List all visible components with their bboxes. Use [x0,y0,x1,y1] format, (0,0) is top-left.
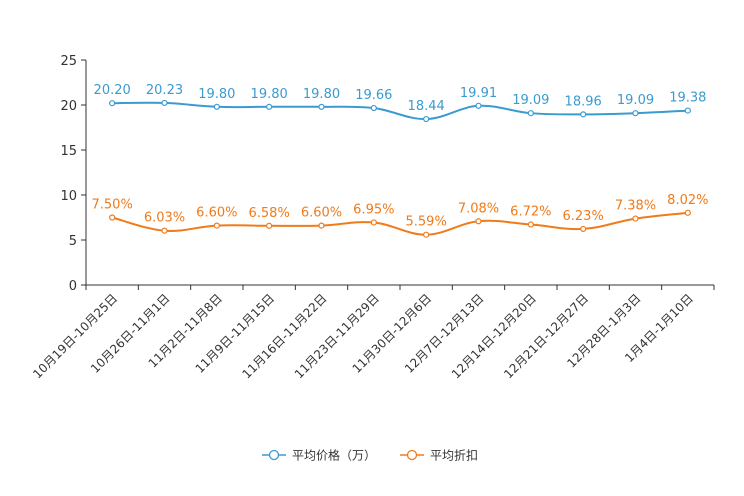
data-point[interactable] [109,100,116,107]
series-line [111,211,688,236]
data-point[interactable] [475,102,482,109]
data-label: 8.02% [667,193,708,208]
data-point[interactable] [527,221,534,228]
data-label: 6.03% [144,211,185,226]
y-axis: 0 5 10 15 20 25 [60,54,87,294]
data-label: 20.23 [146,83,183,98]
legend-marker-icon [268,449,280,461]
data-label: 19.66 [355,88,392,103]
data-label: 6.60% [196,206,237,221]
y-tick-label: 10 [60,189,77,204]
y-tick-label: 20 [60,99,77,114]
legend-item-1[interactable]: 平均价格（万） [262,448,376,463]
data-label: 18.44 [408,99,445,114]
data-point[interactable] [580,111,587,118]
x-tick-label: 10月19日-10月25日 [30,291,120,381]
y-tick-label: 0 [69,279,77,294]
data-label: 20.20 [94,83,131,98]
legend-item-2[interactable]: 平均折扣 [400,448,478,463]
legend-marker-icon [406,449,418,461]
series-layer: 20.20 20.23 19.80 19.80 19.80 19.66 18.44 19.91… [92,83,708,238]
data-point[interactable] [109,214,116,221]
data-point[interactable] [213,222,220,229]
data-point[interactable] [475,218,482,225]
data-label: 19.38 [669,91,706,106]
series-1: 20.20 20.23 19.80 19.80 19.80 19.66 18.44 19.91… [94,83,706,123]
legend-label: 平均折扣 [430,448,478,463]
x-axis: 10月19日-10月25日10月26日-11月1日11月2日-11月8日11月9… [30,284,715,381]
data-label: 7.50% [92,198,133,213]
data-point[interactable] [161,227,168,234]
data-point[interactable] [213,103,220,110]
data-point[interactable] [266,103,273,110]
y-tick-label: 5 [69,234,77,249]
series-2: 7.50% 6.03% 6.60% 6.58% 6.60% 6.95% 5.59% 7.08%… [92,193,708,238]
y-tick-label: 15 [60,144,77,159]
data-point[interactable] [318,103,325,110]
data-point[interactable] [423,231,430,238]
data-label: 18.96 [565,94,602,109]
data-point[interactable] [632,215,639,222]
data-label: 19.09 [512,93,549,108]
data-point[interactable] [370,219,377,226]
data-label: 19.80 [303,87,340,102]
y-tick-label: 25 [60,54,77,69]
data-label: 6.58% [249,206,290,221]
data-point[interactable] [266,222,273,229]
data-label: 19.09 [617,93,654,108]
data-label: 7.08% [458,201,499,216]
data-point[interactable] [684,209,691,216]
data-point[interactable] [318,222,325,229]
data-label: 19.80 [251,87,288,102]
data-label: 19.80 [198,87,235,102]
data-label: 6.60% [301,206,342,221]
data-point[interactable] [370,104,377,112]
data-label: 6.95% [353,202,394,217]
data-label: 6.72% [510,205,551,220]
data-label: 6.23% [563,209,604,224]
data-label: 5.59% [406,215,447,230]
data-label: 19.91 [460,86,497,101]
data-point[interactable] [632,110,639,117]
data-point[interactable] [161,99,168,107]
series-line [112,101,688,121]
data-point[interactable] [423,115,430,123]
data-point[interactable] [684,107,691,114]
legend-label: 平均价格（万） [292,448,376,463]
data-label: 7.38% [615,199,656,214]
data-point[interactable] [527,110,534,117]
legend[interactable]: 平均价格（万） 平均折扣 [262,448,478,463]
data-point[interactable] [580,225,587,233]
